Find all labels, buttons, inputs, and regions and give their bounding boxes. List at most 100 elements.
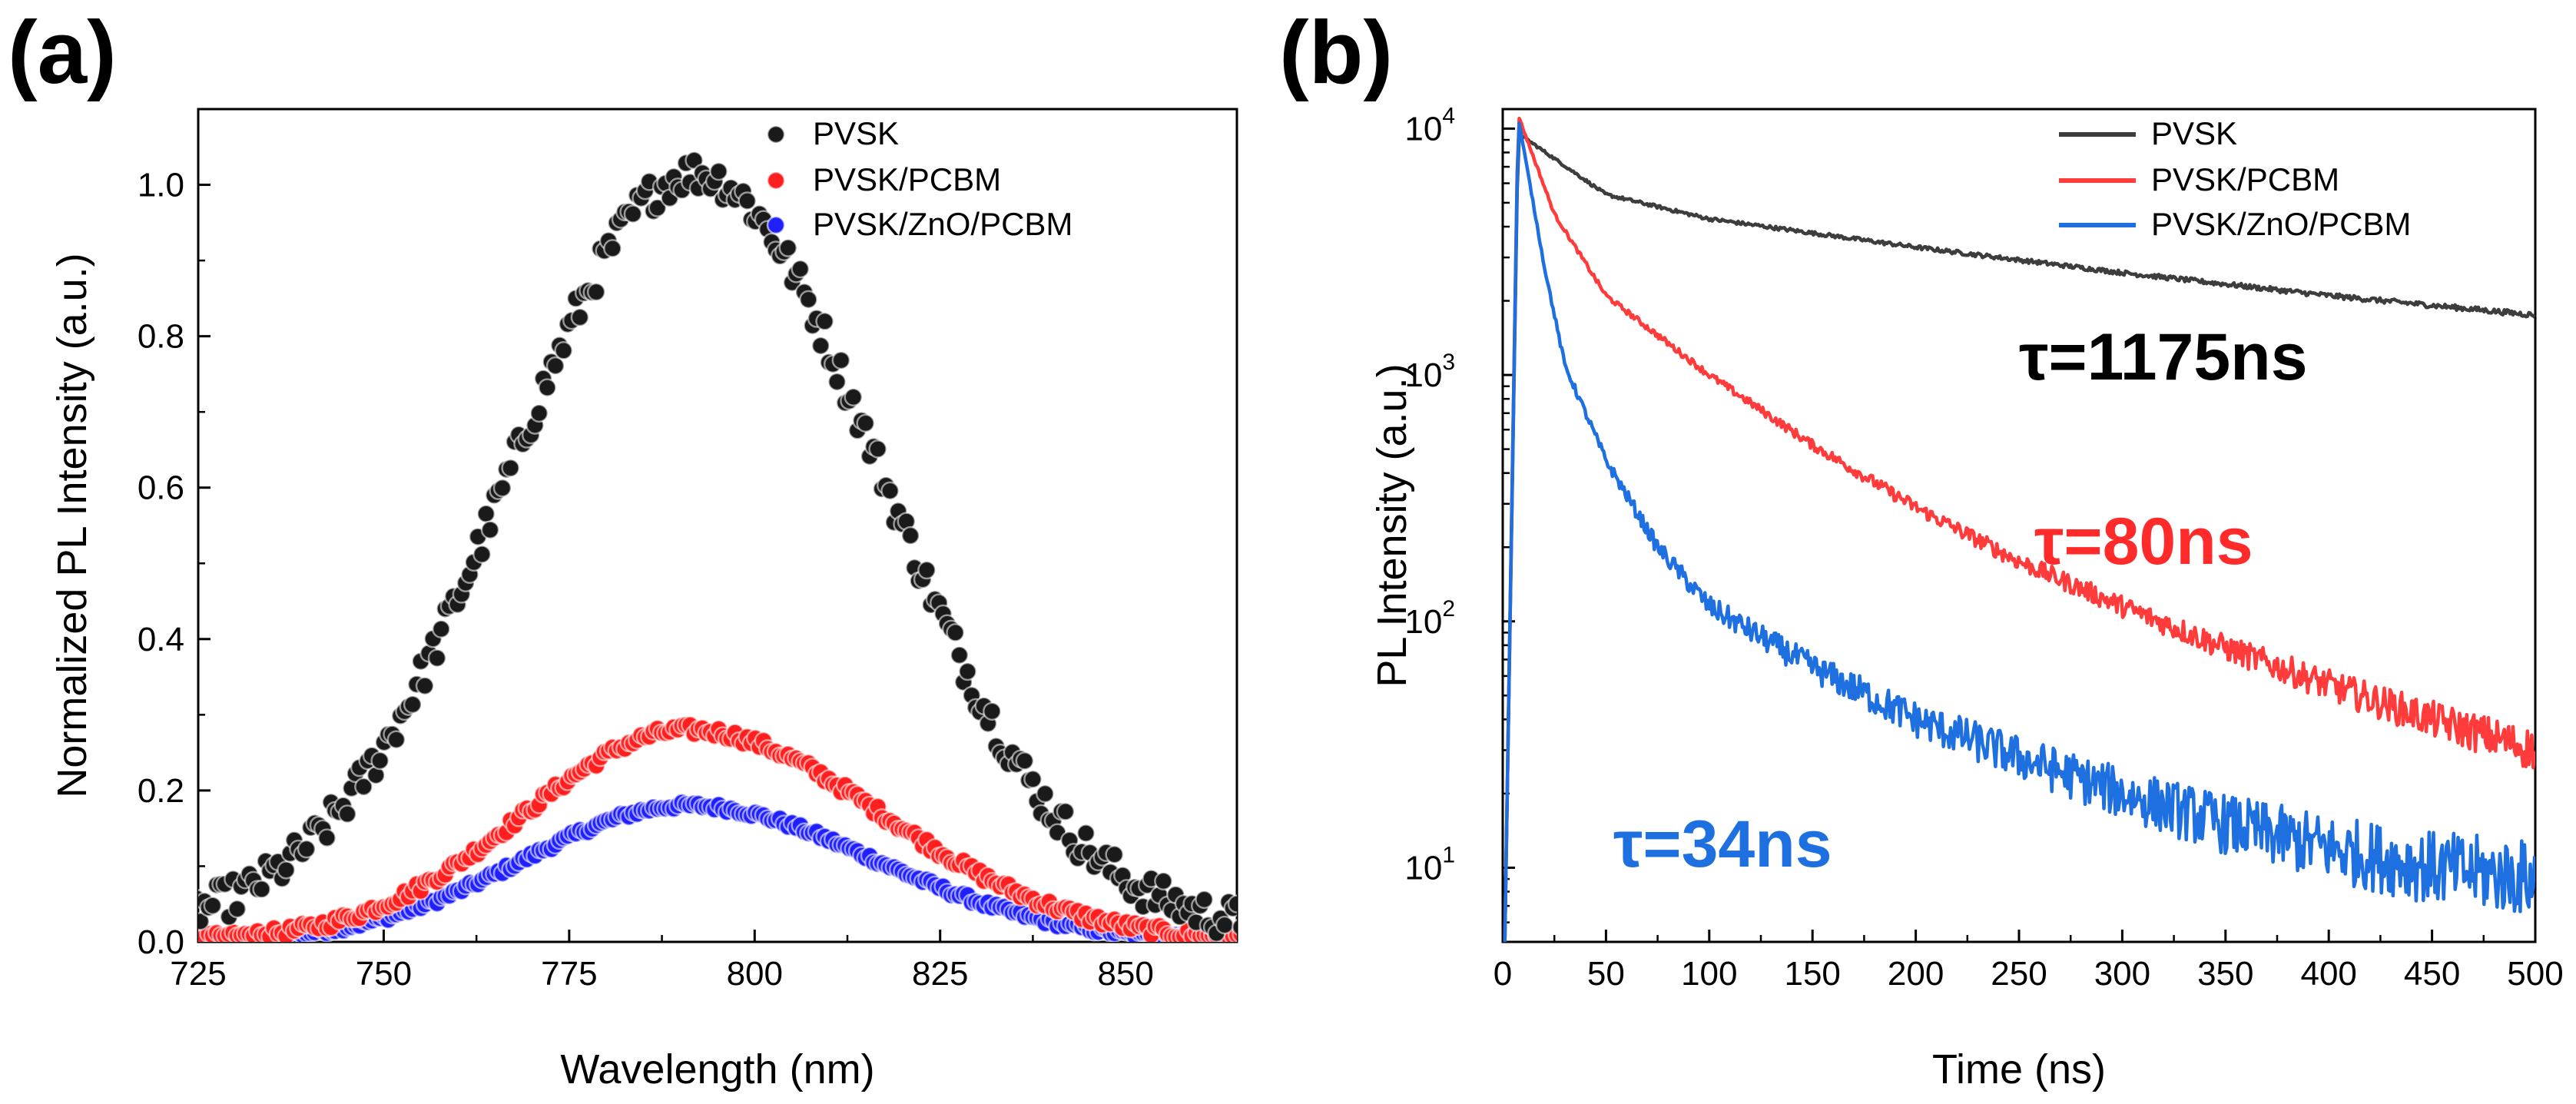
data-point [868,439,887,459]
x-axis-title-a: Wavelength (nm) [560,1046,874,1092]
y-tick-exponent: 2 [1442,596,1455,622]
x-tick-label-b: 400 [2300,955,2356,993]
data-point [554,341,573,360]
data-point [623,204,643,224]
y-tick-label-a: 0.6 [138,469,184,507]
y-tick-base: 10 [1404,603,1442,641]
data-point [586,282,606,302]
data-point [815,312,834,331]
y-tick-label-a: 1.0 [138,167,184,204]
y-tick-exponent: 1 [1442,842,1455,867]
data-point [227,899,247,919]
data-point [354,777,373,797]
data-point [950,645,970,665]
series-a-pvsk-pcbm [198,715,1237,942]
legend-label-a: PVSK/ZnO/PCBM [813,206,1073,242]
panel-a-label: (a) [8,2,117,102]
y-tick-label-a: 0.8 [138,318,184,356]
chart-a: 725 750 775 800 825 850 0.0 0.2 0.4 0.6 0.8 1.0 Wave… [49,108,1238,1092]
data-point [180,886,197,903]
legend-label-b: PVSK/PCBM [2151,161,2339,197]
data-point [492,478,512,498]
data-point [831,350,851,370]
data-point [946,623,965,642]
data-point [545,356,565,376]
legend-label-a: PVSK/PCBM [813,161,1001,197]
tau-annotation: τ=80ns [2034,505,2253,579]
legend-label-b: PVSK/ZnO/PCBM [2151,206,2411,242]
data-point [277,860,296,880]
y-tick-exponent: 4 [1442,103,1455,128]
x-tick-label-b: 100 [1681,955,1737,993]
data-point [176,905,193,922]
x-tick-label-a: 725 [170,955,226,993]
data-point [791,259,810,279]
data-point [198,912,211,931]
tau-annotation: τ=1175ns [2019,320,2308,394]
data-point [900,525,920,545]
x-tick-label-b: 350 [2197,955,2253,993]
y-tick-base: 10 [1404,356,1442,394]
y-axis-title-b: PL Intensity (a.u.) [1369,363,1415,687]
legend-marker-a [766,124,786,144]
data-point [432,619,451,638]
x-tick-label-b: 200 [1888,955,1944,993]
series-b-pvsk-zno-pcbm [1503,121,2535,942]
x-tick-label-a: 750 [356,955,412,993]
data-point [1076,824,1096,843]
data-point [648,198,668,217]
data-point [403,695,423,714]
y-tick-label-b: 101 [1404,842,1455,887]
data-point [570,307,590,327]
data-point [778,238,797,257]
y-tick-label-a: 0.0 [138,923,184,961]
data-point [1215,915,1235,935]
legend-marker-a [766,215,786,235]
data-point [370,751,390,771]
x-tick-label-a: 825 [912,955,968,993]
data-point [856,413,875,433]
data-point [1154,871,1173,891]
x-tick-label-b: 300 [2094,955,2150,993]
data-point [738,191,757,211]
data-point [203,896,223,916]
series-b-pvsk-pcbm [1503,116,2535,942]
data-point [844,387,863,407]
x-tick-label-a: 800 [727,955,783,993]
tau-annotation: τ=34ns [1613,807,1832,881]
y-tick-label-a: 0.4 [138,621,184,658]
x-tick-label-b: 150 [1784,955,1840,993]
plot-area-b [1503,116,2535,942]
y-tick-label-b: 104 [1404,103,1455,148]
y-tick-base: 10 [1404,849,1442,887]
y-axis-title-a: Normalized PL Intensity (a.u.) [49,253,95,797]
data-point [538,378,557,397]
data-point [958,661,977,681]
data-point [472,545,492,564]
x-tick-label-a: 775 [541,955,597,993]
data-point [415,676,435,695]
plot-frame-a [197,108,1238,943]
data-point [1015,751,1035,771]
data-point [1036,784,1055,804]
data-point [827,372,847,392]
x-tick-label-b: 250 [1991,955,2047,993]
data-point [880,481,900,501]
panel-b-label: (b) [1279,2,1393,102]
series-b-pvsk [1503,132,2535,942]
data-point [297,839,317,859]
data-point [917,560,937,580]
x-tick-label-b: 50 [1587,955,1625,993]
data-point [501,458,520,478]
data-point [603,239,622,258]
y-tick-base: 10 [1404,110,1442,148]
x-tick-label-a: 850 [1097,955,1153,993]
data-point [317,828,337,847]
data-point [337,804,357,824]
x-axis-title-b: Time (ns) [1932,1046,2106,1092]
legend-label-b: PVSK [2151,115,2237,151]
data-point [811,336,830,356]
data-point [983,701,1002,721]
data-point [1232,918,1237,936]
